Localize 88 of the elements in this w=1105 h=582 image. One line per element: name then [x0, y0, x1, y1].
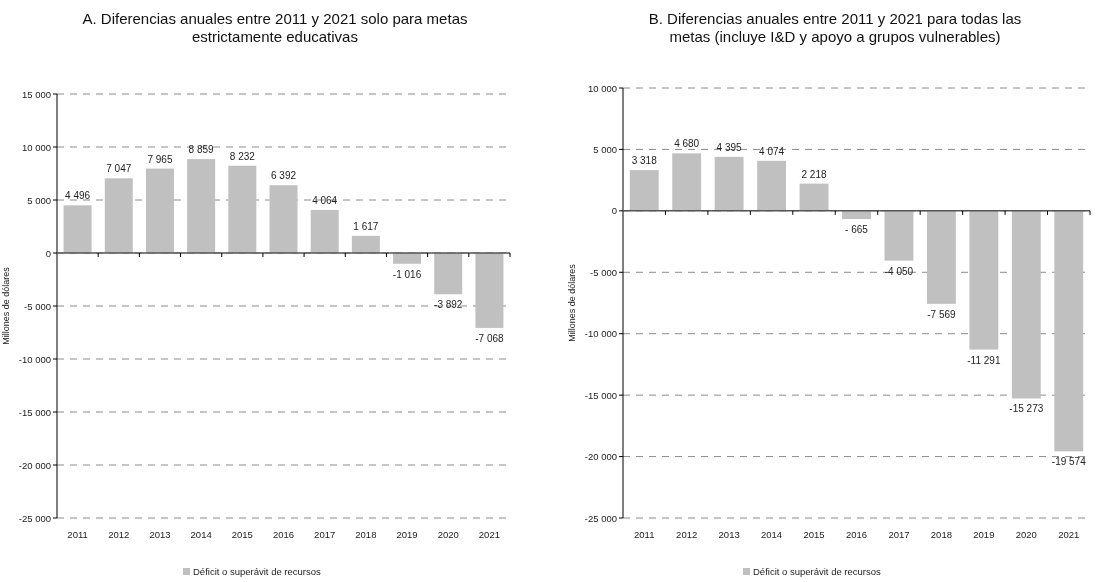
bar: [969, 210, 999, 350]
x-tick-label: 2019: [396, 529, 418, 540]
legend-label: Déficit o superávit de recursos: [753, 566, 882, 577]
y-axis-title: Millones de dólares: [567, 263, 577, 342]
y-tick-label: 15 000: [21, 88, 51, 100]
y-tick-label: 0: [45, 247, 51, 259]
bar: [1011, 210, 1041, 399]
data-label: -19 574: [1051, 456, 1087, 468]
x-tick-label: 2018: [355, 529, 377, 540]
bar: [310, 209, 339, 253]
bar: [104, 178, 133, 253]
y-tick-label: -10 000: [584, 328, 617, 340]
bar: [757, 160, 787, 211]
data-label: 4 395: [716, 141, 743, 153]
y-tick-label: -20 000: [584, 451, 617, 463]
data-label: -11 291: [967, 354, 1001, 366]
x-tick-label: 2015: [803, 529, 825, 540]
x-tick-label: 2012: [676, 529, 698, 540]
data-label: 4 496: [65, 190, 91, 202]
x-tick-label: 2013: [718, 529, 740, 540]
bar: [926, 210, 956, 304]
x-tick-label: 2012: [108, 529, 130, 540]
y-tick-label: 5 000: [593, 143, 617, 155]
x-tick-label: 2019: [973, 529, 995, 540]
bar: [475, 253, 504, 328]
x-tick-label: 2014: [190, 529, 212, 540]
data-label: 4 680: [674, 138, 700, 150]
data-label: 6 392: [270, 170, 297, 182]
bar: [269, 185, 298, 253]
x-tick-label: 2020: [1015, 529, 1037, 540]
y-tick-label: 5 000: [27, 194, 51, 206]
data-label: -4 050: [884, 265, 914, 277]
bar: [629, 170, 659, 211]
data-label: 7 965: [147, 153, 173, 165]
bar: [799, 183, 829, 211]
data-label: 3 318: [631, 155, 658, 167]
y-tick-label: -5 000: [590, 266, 617, 278]
x-tick-label: 2011: [634, 529, 655, 540]
x-tick-label: 2016: [272, 529, 295, 540]
data-label: 4 064: [312, 194, 338, 206]
x-tick-label: 2021: [1058, 529, 1080, 540]
y-tick-label: 10 000: [587, 82, 617, 94]
y-tick-label: -20 000: [18, 459, 51, 471]
y-tick-label: -5 000: [24, 300, 51, 312]
y-tick-label: -15 000: [18, 406, 51, 418]
legend-label: Déficit o superávit de recursos: [193, 566, 322, 577]
data-label: -7 569: [927, 308, 957, 320]
data-label: -1 016: [392, 268, 422, 280]
x-tick-label: 2014: [761, 529, 783, 540]
y-tick-label: -10 000: [18, 353, 51, 365]
bar: [187, 159, 216, 253]
data-label: 7 047: [106, 163, 132, 175]
y-tick-label: -15 000: [584, 389, 617, 401]
bar: [672, 153, 702, 211]
chart-title: A. Diferencias anuales entre 2011 y 2021 solo para metas estrictamente educativas: [82, 10, 468, 45]
bar: [1054, 210, 1084, 452]
bar: [351, 235, 380, 253]
x-tick-label: 2013: [149, 529, 171, 540]
data-label: 2 218: [801, 168, 827, 180]
data-label: -3 892: [434, 299, 463, 311]
bar: [714, 156, 744, 211]
bar: [145, 168, 174, 253]
x-tick-label: 2021: [478, 529, 500, 540]
x-tick-label: 2016: [845, 529, 868, 540]
x-tick-label: 2017: [314, 529, 336, 540]
x-tick-label: 2015: [231, 529, 253, 540]
bar: [884, 210, 914, 261]
x-tick-label: 2018: [930, 529, 952, 540]
data-label: -7 068: [475, 332, 505, 344]
data-label: 4 074: [759, 145, 785, 157]
x-tick-label: 2017: [888, 529, 910, 540]
data-label: 8 859: [188, 144, 215, 156]
y-tick-label: 0: [611, 205, 617, 217]
data-label: 1 617: [353, 220, 379, 232]
data-label: 8 232: [229, 150, 256, 162]
x-tick-label: 2011: [67, 529, 88, 540]
chart-title: B. Diferencias anuales entre 2011 y 2021 para todas las metas (incluye I&D y apoyo a grupos vulnerables): [648, 10, 1022, 45]
bar: [434, 253, 463, 295]
y-tick-label: -25 000: [18, 512, 51, 524]
data-label: - 665: [845, 224, 869, 236]
y-axis-title: Millones de dólares: [1, 266, 11, 345]
y-tick-label: 10 000: [21, 141, 51, 153]
bar: [63, 205, 92, 253]
bar: [228, 165, 257, 253]
data-label: -15 273: [1009, 403, 1044, 415]
x-tick-label: 2020: [437, 529, 459, 540]
y-tick-label: -25 000: [584, 512, 617, 524]
bar: [393, 253, 422, 264]
